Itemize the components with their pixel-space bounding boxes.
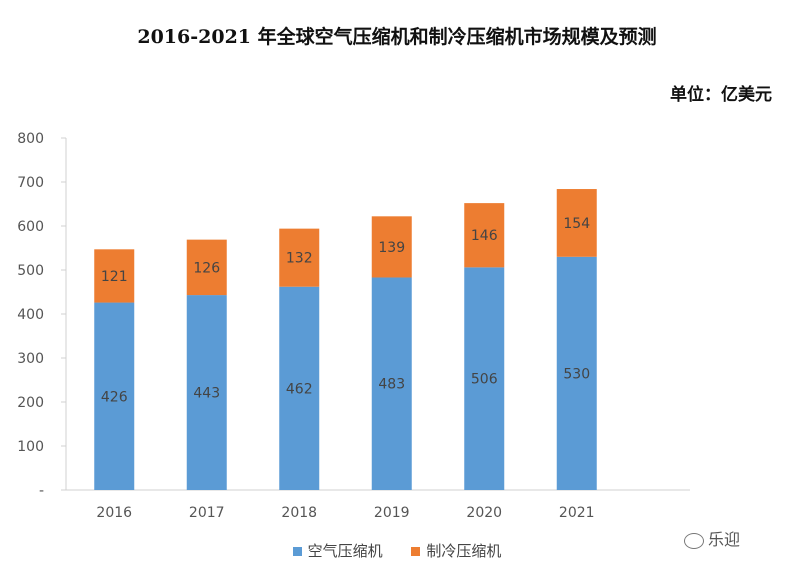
data-label: 154 xyxy=(563,216,590,232)
bar-segment xyxy=(464,203,505,268)
legend-label: 空气压缩机 xyxy=(307,542,383,560)
bar-segment xyxy=(279,228,320,287)
bar-segment xyxy=(371,277,412,490)
chart-title: 2016-2021 年全球空气压缩机和制冷压缩机市场规模及预测 xyxy=(137,26,657,48)
legend-swatch xyxy=(411,547,421,556)
y-tick-label: 400 xyxy=(17,307,44,323)
bar-segment xyxy=(556,189,597,257)
data-label: 530 xyxy=(563,366,590,382)
x-tick-label: 2018 xyxy=(281,505,317,521)
bar-segment xyxy=(186,239,227,296)
legend-swatch xyxy=(292,547,302,556)
watermark: 乐迎 xyxy=(684,526,740,550)
watermark-text: 乐迎 xyxy=(708,530,741,549)
x-tick-label: 2021 xyxy=(559,505,595,521)
bar-segment xyxy=(371,216,412,278)
data-label: 126 xyxy=(193,260,220,276)
x-tick-label: 2019 xyxy=(374,505,410,521)
data-label: 483 xyxy=(378,377,405,393)
bar-segment xyxy=(464,267,505,490)
data-label: 443 xyxy=(193,386,220,402)
data-label: 426 xyxy=(101,389,128,405)
legend-label: 制冷压缩机 xyxy=(426,542,502,560)
data-label: 139 xyxy=(378,240,405,256)
y-tick-label: 500 xyxy=(17,263,44,279)
bar-segment xyxy=(556,256,597,490)
bar-segment xyxy=(94,302,135,490)
data-label: 146 xyxy=(471,228,498,244)
data-label: 121 xyxy=(101,269,128,285)
y-tick-label: 200 xyxy=(17,395,44,411)
data-label: 462 xyxy=(286,381,313,397)
y-tick-label: 300 xyxy=(17,351,44,367)
y-tick-label: 100 xyxy=(17,439,44,455)
x-tick-label: 2017 xyxy=(189,505,225,521)
unit-label: 单位：亿美元 xyxy=(670,85,772,105)
y-tick-label: - xyxy=(39,483,44,499)
x-tick-label: 2016 xyxy=(96,505,132,521)
legend-item-refrigeration-compressor: 制冷压缩机 xyxy=(411,540,501,561)
wechat-icon xyxy=(684,532,704,549)
bar-segment xyxy=(186,295,227,490)
data-label: 506 xyxy=(471,372,498,388)
y-tick-label: 700 xyxy=(17,175,44,191)
data-label: 132 xyxy=(286,251,313,267)
bar-segment xyxy=(279,286,320,490)
bar-segment xyxy=(94,249,135,303)
y-tick-label: 800 xyxy=(17,131,44,147)
y-tick-label: 600 xyxy=(17,219,44,235)
x-tick-label: 2020 xyxy=(466,505,502,521)
legend: 空气压缩机 制冷压缩机 xyxy=(0,540,794,561)
legend-item-air-compressor: 空气压缩机 xyxy=(292,540,383,561)
